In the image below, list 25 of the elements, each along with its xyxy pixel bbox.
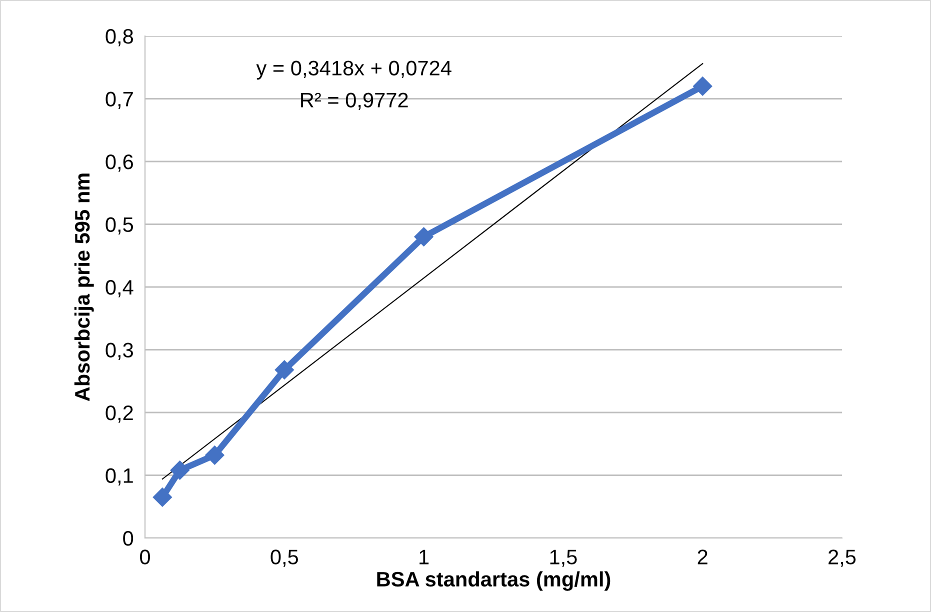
x-tick-label: 2,5 bbox=[828, 550, 856, 567]
y-tick-label: 0,8 bbox=[106, 29, 133, 46]
y-tick-label: 0,2 bbox=[106, 406, 133, 423]
x-tick-label: 1 bbox=[420, 550, 429, 564]
x-axis-title: BSA standartas (mg/ml) bbox=[377, 571, 610, 591]
y-tick-label: 0 bbox=[123, 531, 134, 546]
x-tick-label: 0,5 bbox=[270, 550, 298, 567]
x-tick-label: 0 bbox=[140, 550, 150, 564]
annotation: R² = 0,9772 bbox=[301, 92, 408, 110]
y-tick-label: 0,3 bbox=[106, 342, 133, 360]
x-tick-label: 1,5 bbox=[550, 550, 577, 567]
point bbox=[274, 360, 294, 380]
y-tick-label: 0,5 bbox=[106, 217, 134, 234]
point bbox=[414, 227, 434, 246]
point bbox=[693, 76, 712, 96]
point bbox=[152, 488, 172, 507]
point bbox=[170, 460, 190, 480]
point bbox=[205, 446, 224, 465]
y-tick-label: 0,7 bbox=[106, 92, 133, 109]
y-tick-label: 0,1 bbox=[106, 468, 133, 486]
y-axis-title: Absorbcija prie 595 nm bbox=[74, 174, 94, 402]
annotation: y = 0,3418x + 0,0724 bbox=[256, 60, 452, 80]
x-tick-label: 2 bbox=[698, 550, 708, 564]
y-tick-label: 0,6 bbox=[106, 154, 133, 172]
y-tick-label: 0,4 bbox=[106, 280, 134, 298]
